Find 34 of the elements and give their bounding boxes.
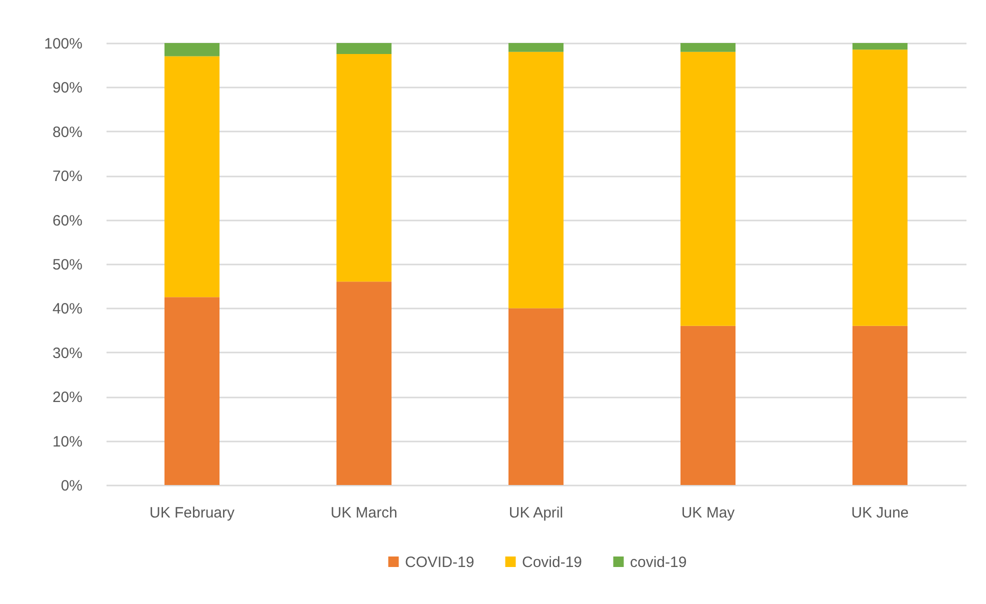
legend-label: covid-19	[630, 554, 687, 571]
y-tick-label: 70%	[52, 168, 82, 186]
y-tick-label: 90%	[52, 80, 82, 97]
x-tick-label: UK May	[681, 504, 736, 522]
bar	[336, 282, 392, 485]
x-tick-label: UK June	[851, 504, 909, 522]
bar	[680, 43, 736, 52]
x-tick-label: UK March	[330, 504, 398, 522]
legend-label: COVID-19	[405, 554, 474, 571]
y-tick-label: 100%	[44, 36, 82, 52]
bar	[508, 308, 564, 485]
bar	[680, 52, 736, 326]
bar	[164, 56, 220, 298]
bar	[336, 43, 392, 54]
y-tick-label: 10%	[52, 433, 82, 450]
y-tick-label: 50%	[52, 256, 82, 274]
y-tick-label: 20%	[52, 389, 82, 406]
bar	[336, 54, 392, 282]
bar	[852, 43, 908, 50]
y-tick-label: 80%	[52, 124, 82, 141]
bar	[508, 43, 564, 52]
x-tick-label: UK April	[508, 504, 564, 522]
bar	[164, 43, 220, 56]
legend-label: Covid-19	[522, 554, 582, 571]
x-tick-label: UK February	[149, 504, 236, 522]
y-tick-label: 0%	[60, 478, 82, 494]
bar	[680, 326, 736, 485]
bar	[852, 326, 908, 485]
bar	[164, 297, 220, 485]
bar	[508, 52, 564, 308]
bar	[852, 50, 908, 326]
y-tick-label: 60%	[52, 212, 82, 230]
y-tick-label: 40%	[52, 300, 82, 318]
y-tick-label: 30%	[52, 344, 82, 362]
